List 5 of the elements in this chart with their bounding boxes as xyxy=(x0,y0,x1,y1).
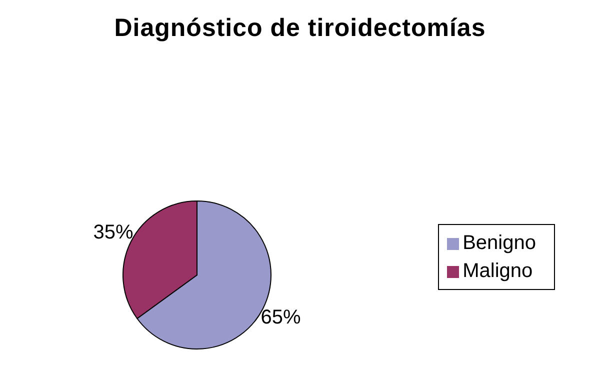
data-label: 35% xyxy=(93,221,134,244)
data-label: 65% xyxy=(260,306,301,329)
chart-title: Diagnóstico de tiroidectomías xyxy=(113,14,487,43)
legend-label: Maligno xyxy=(462,260,533,282)
legend-label: Benigno xyxy=(462,232,536,254)
